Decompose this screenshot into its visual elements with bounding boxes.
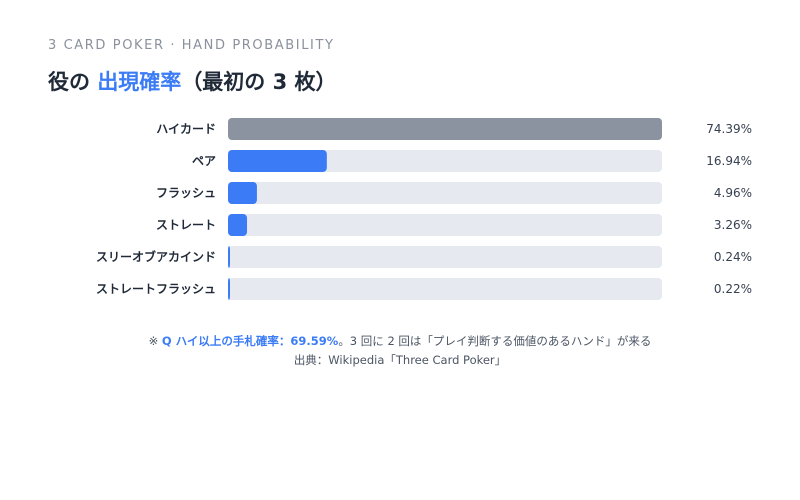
bar: [228, 214, 248, 236]
bar-track: [228, 246, 662, 268]
title-accent: 出現確率: [97, 70, 182, 94]
category-label: ペア: [192, 154, 216, 168]
value-label: 0.22%: [714, 282, 752, 296]
bar: [228, 278, 230, 300]
chart-eyebrow: 3 CARD POKER · HAND PROBABILITY: [48, 38, 335, 53]
value-label: 74.39%: [706, 122, 752, 136]
bar: [228, 150, 327, 172]
title-prefix: 役の: [48, 70, 90, 94]
bar: [228, 118, 662, 140]
footnote: ※ Q ハイ以上の手札確率：69.59%。3 回に 2 回は「プレイ判断する価値…: [0, 333, 800, 349]
title-suffix: （最初の 3 枚）: [181, 70, 337, 94]
value-label: 3.26%: [714, 218, 752, 232]
value-label: 0.24%: [714, 250, 752, 264]
bar-track: [228, 182, 662, 204]
category-label: フラッシュ: [156, 186, 216, 200]
category-label: ストレートフラッシュ: [96, 282, 216, 296]
category-label: スリーオブアカインド: [96, 249, 216, 264]
footnote-mark: ※: [148, 334, 162, 348]
bar-track: [228, 150, 662, 172]
bar: [228, 182, 257, 204]
category-label: ハイカード: [156, 122, 216, 136]
bar: [228, 246, 230, 268]
bar-track: [228, 278, 662, 300]
chart-title: 役の 出現確率（最初の 3 枚）: [48, 66, 337, 96]
value-label: 4.96%: [714, 186, 752, 200]
footnote-highlight: Q ハイ以上の手札確率：69.59%: [161, 334, 339, 348]
source-note: 出典：Wikipedia「Three Card Poker」: [293, 353, 507, 367]
hand-probability-bar-chart: ハイカード 74.39% ペア 16.94% フラッシュ 4.96% ストレート 3.26% ス…: [96, 118, 752, 300]
category-label: ストレート: [156, 218, 216, 232]
bar-track: [228, 214, 662, 236]
footnote-text: 。3 回に 2 回は「プレイ判断する価値のあるハンド」が来る: [338, 334, 652, 348]
value-label: 16.94%: [706, 154, 752, 168]
